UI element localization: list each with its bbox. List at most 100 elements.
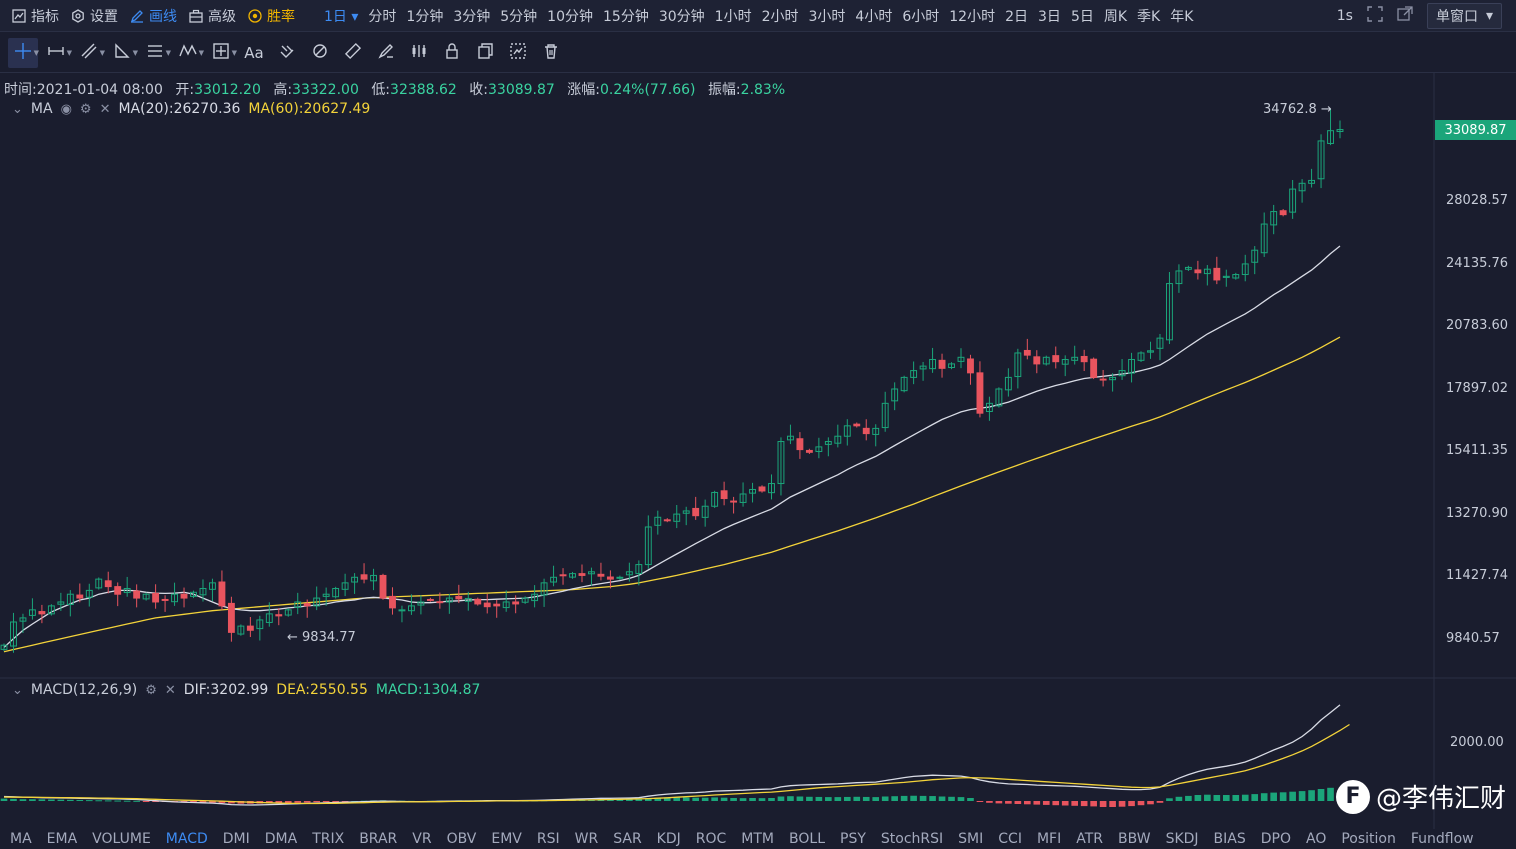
indicator-tab-macd[interactable]: MACD (165, 831, 208, 847)
indicator-tab-skdj[interactable]: SKDJ (1165, 831, 1199, 847)
candle-body (512, 601, 520, 605)
indicator-tab-position[interactable]: Position (1341, 831, 1396, 847)
fullscreen-icon[interactable] (1367, 6, 1383, 26)
indicator-tab-dma[interactable]: DMA (264, 831, 298, 847)
eye-icon[interactable]: ◉ (60, 101, 72, 117)
link-tool[interactable] (305, 38, 335, 68)
wave-tool[interactable]: ▼ (173, 38, 204, 68)
horizontal-segment-tool[interactable]: ▼ (41, 38, 72, 68)
collapse-chevron-icon[interactable]: ⌄ (12, 101, 23, 117)
indicator-tab-dpo[interactable]: DPO (1260, 831, 1291, 847)
advanced-button[interactable]: 高级 (189, 6, 236, 26)
period-item[interactable]: 季K (1137, 8, 1161, 25)
indicator-tab-volume[interactable]: VOLUME (92, 831, 151, 847)
period-item[interactable]: 1小时 (714, 8, 752, 25)
indicator-button[interactable]: 指标 (12, 6, 59, 26)
indicator-tab-ema[interactable]: EMA (46, 831, 78, 847)
period-item[interactable]: 5日 (1070, 8, 1094, 25)
indicator-tab-mfi[interactable]: MFI (1036, 831, 1062, 847)
period-item[interactable]: 3小时 (808, 8, 846, 25)
text-tool[interactable]: Aa (239, 38, 269, 68)
candle-body (531, 593, 539, 602)
period-item[interactable]: 4小时 (855, 8, 893, 25)
candle-body (0, 644, 8, 650)
period-item[interactable]: 2小时 (761, 8, 799, 25)
period-item[interactable]: 3日 (1038, 8, 1061, 25)
ruler-tool[interactable] (338, 38, 368, 68)
lock-tool[interactable] (437, 38, 467, 68)
period-item[interactable]: 30分钟 (658, 8, 705, 25)
candle-body (1251, 249, 1259, 263)
pattern-tool[interactable] (404, 38, 434, 68)
indicator-tab-roc[interactable]: ROC (695, 831, 727, 847)
visibility-tool[interactable] (503, 38, 533, 68)
indicator-tab-stochrsi[interactable]: StochRSI (880, 831, 944, 847)
angle-tool[interactable]: ▼ (107, 38, 138, 68)
indicator-tab-fundflow[interactable]: Fundflow (1410, 831, 1474, 847)
period-item[interactable]: 年K (1170, 8, 1194, 25)
winrate-button[interactable]: 胜率 (248, 6, 295, 26)
period-item[interactable]: 12小时 (949, 8, 996, 25)
period-item[interactable]: 5分钟 (500, 8, 538, 25)
crosshair-tool[interactable]: ▼ (8, 37, 39, 68)
refresh-rate[interactable]: 1s (1336, 8, 1353, 24)
indicator-tab-rsi[interactable]: RSI (536, 831, 560, 847)
indicator-tab-boll[interactable]: BOLL (789, 831, 825, 847)
indicator-tab-bbw[interactable]: BBW (1118, 831, 1151, 847)
collapse-chevron-icon[interactable]: ⌄ (12, 682, 23, 698)
delete-tool[interactable] (536, 38, 566, 68)
brush-tool[interactable] (371, 38, 401, 68)
candle-body (322, 593, 330, 597)
period-current[interactable]: 1日 ▾ (319, 6, 363, 26)
period-item[interactable]: 2日 (1005, 8, 1029, 25)
brush-icon (377, 42, 395, 64)
candle-body (303, 603, 311, 607)
period-item[interactable]: 分时 (368, 8, 397, 25)
magnet-tool[interactable] (272, 38, 302, 68)
macd-bar (616, 799, 624, 801)
measure-tool[interactable]: ▼ (206, 38, 237, 68)
candle-body (1260, 223, 1268, 254)
indicator-tab-ao[interactable]: AO (1306, 831, 1327, 847)
candle-body (815, 446, 823, 452)
indicator-tab-sar[interactable]: SAR (613, 831, 642, 847)
settings-button[interactable]: 设置 (71, 6, 118, 26)
gear-icon[interactable]: ⚙ (145, 682, 157, 698)
candle-body (900, 376, 908, 392)
fib-tool[interactable]: ▼ (140, 38, 171, 68)
close-icon[interactable]: ✕ (164, 682, 176, 698)
popout-icon[interactable] (1397, 6, 1413, 26)
indicator-tab-psy[interactable]: PSY (840, 831, 866, 847)
period-item[interactable]: 10分钟 (547, 8, 593, 25)
indicator-tab-smi[interactable]: SMI (958, 831, 984, 847)
candle-body (559, 574, 567, 577)
indicator-tab-vr[interactable]: VR (412, 831, 432, 847)
period-item[interactable]: 3分钟 (453, 8, 491, 25)
copy-tool[interactable] (470, 38, 500, 68)
indicator-tab-brar[interactable]: BRAR (359, 831, 398, 847)
indicator-tab-ma[interactable]: MA (10, 831, 32, 847)
indicator-tab-mtm[interactable]: MTM (741, 831, 775, 847)
period-item[interactable]: 15分钟 (603, 8, 649, 25)
period-item[interactable]: 周K (1103, 8, 1128, 25)
period-item[interactable]: 1分钟 (406, 8, 444, 25)
ma-name: MA (30, 101, 53, 117)
candle-body (891, 388, 899, 402)
indicator-tab-emv[interactable]: EMV (491, 831, 522, 847)
candle-body (114, 586, 122, 595)
indicator-tab-kdj[interactable]: KDJ (656, 831, 681, 847)
gear-icon[interactable]: ⚙ (79, 101, 92, 117)
kline-chart[interactable]: 28028.57 24135.76 20783.60 17897.02 1541… (0, 73, 1516, 829)
draw-button[interactable]: 画线 (130, 6, 177, 26)
period-item[interactable]: 6小时 (902, 8, 940, 25)
indicator-tab-atr[interactable]: ATR (1076, 831, 1103, 847)
window-mode-select[interactable]: 单窗口 ▾ (1426, 3, 1502, 29)
indicator-tab-bias[interactable]: BIAS (1213, 831, 1246, 847)
indicator-tab-wr[interactable]: WR (574, 831, 599, 847)
indicator-tab-obv[interactable]: OBV (446, 831, 477, 847)
indicator-tab-dmi[interactable]: DMI (222, 831, 250, 847)
close-icon[interactable]: ✕ (99, 101, 111, 117)
channel-tool[interactable]: ▼ (74, 38, 105, 68)
indicator-tab-trix[interactable]: TRIX (312, 831, 345, 847)
indicator-tab-cci[interactable]: CCI (998, 831, 1022, 847)
